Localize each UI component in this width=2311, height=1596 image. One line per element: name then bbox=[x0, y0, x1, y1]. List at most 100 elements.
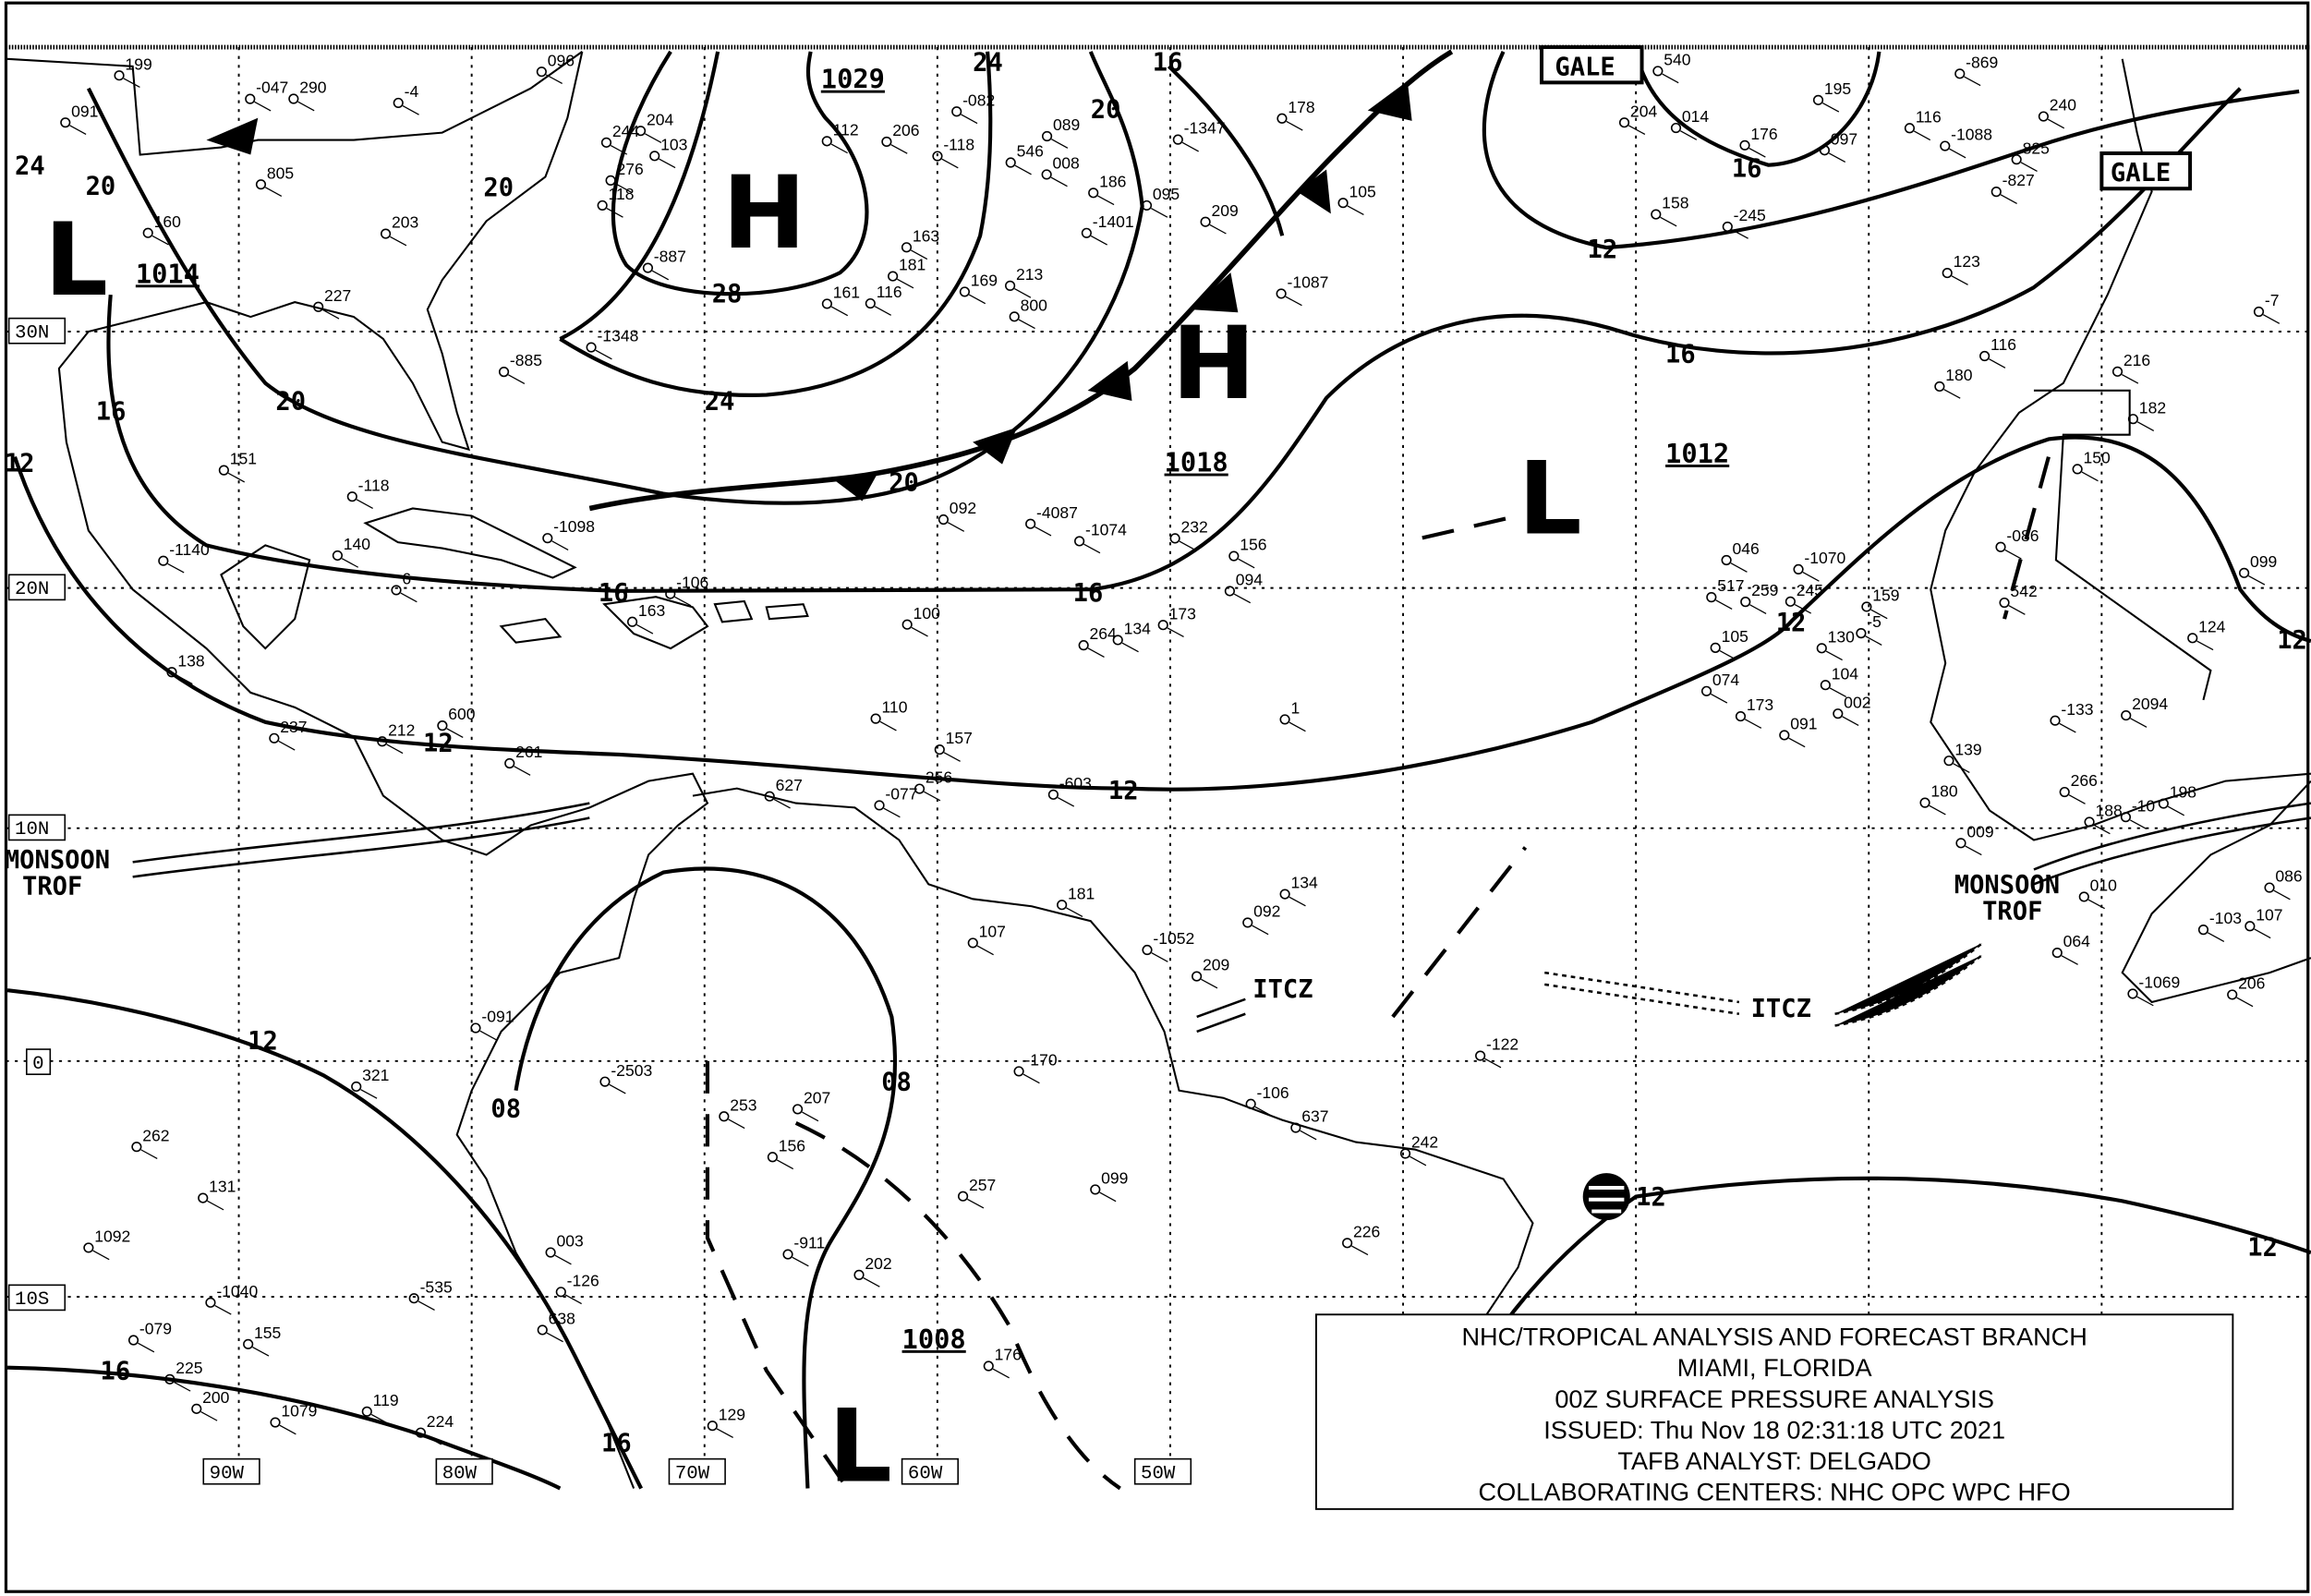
station-circle bbox=[1399, 1148, 1411, 1159]
wind-barb bbox=[551, 540, 569, 550]
wind-barb bbox=[264, 187, 283, 198]
station-pressure: 140 bbox=[344, 535, 371, 553]
station-pressure: 213 bbox=[1016, 265, 1043, 284]
station-pressure: 1 bbox=[1290, 699, 1300, 718]
wind-barb bbox=[1347, 205, 1364, 216]
itcz-label: ITCZ bbox=[1751, 995, 1811, 1023]
title-box: NHC/TROPICAL ANALYSIS AND FORECAST BRANC… bbox=[1314, 1313, 2234, 1510]
monsoon-label: MONSOON bbox=[5, 846, 110, 875]
station-pressure: 110 bbox=[881, 698, 907, 717]
wind-barb bbox=[424, 1434, 442, 1445]
wind-barb bbox=[2081, 471, 2099, 482]
station-circle bbox=[437, 720, 448, 732]
station-pressure: 2094 bbox=[2132, 695, 2168, 713]
station-circle bbox=[1245, 1098, 1256, 1109]
station-pressure: 116 bbox=[1916, 107, 1942, 126]
station-pressure: 099 bbox=[2250, 552, 2277, 571]
lat-label: 0 bbox=[32, 1054, 43, 1075]
title-line: 00Z SURFACE PRESSURE ANALYSIS bbox=[1555, 1384, 1994, 1413]
wind-barb bbox=[2061, 955, 2078, 965]
station-circle bbox=[351, 1081, 362, 1093]
station-pressure: 104 bbox=[1832, 664, 1859, 683]
station-circle bbox=[2059, 786, 2070, 798]
wind-barb bbox=[1731, 229, 1748, 239]
wind-barb bbox=[1099, 1191, 1117, 1203]
lat-label: 10N bbox=[15, 819, 49, 840]
wind-barb bbox=[400, 592, 417, 603]
station-pressure: 163 bbox=[638, 601, 665, 620]
wind-barb bbox=[1252, 925, 1269, 936]
station-pressure: -1040 bbox=[216, 1282, 258, 1300]
station-circle bbox=[599, 1076, 611, 1087]
station-circle bbox=[1141, 200, 1153, 212]
station-circle bbox=[1904, 123, 1916, 134]
wind-barb bbox=[402, 105, 419, 115]
station-circle bbox=[1919, 797, 1930, 808]
isobar-label: 24 bbox=[15, 151, 45, 180]
low-pressure-symbol: L bbox=[1518, 441, 1582, 558]
isobar-label: 16 bbox=[1153, 49, 1183, 78]
isobar-label: 16 bbox=[101, 1357, 131, 1385]
wind-barb bbox=[1943, 389, 1961, 399]
station-pressure: 600 bbox=[448, 705, 476, 723]
station-pressure: 227 bbox=[324, 286, 351, 305]
station-pressure: 1092 bbox=[94, 1227, 130, 1246]
gale-warnings: GALE GALE bbox=[1540, 45, 2193, 191]
station-pressure: 134 bbox=[1124, 620, 1152, 638]
station-pressure: 207 bbox=[804, 1089, 830, 1107]
station-circle bbox=[1078, 640, 1089, 651]
station-circle bbox=[957, 1191, 969, 1202]
station-circle bbox=[2121, 709, 2132, 721]
pressure-value: 1018 bbox=[1165, 447, 1228, 478]
station-pressure: 638 bbox=[549, 1310, 575, 1328]
station-pressure: 105 bbox=[1722, 627, 1749, 646]
wind-barb bbox=[943, 752, 961, 762]
wind-barb bbox=[1238, 558, 1255, 569]
noaa-logo bbox=[1582, 1173, 1630, 1221]
station-circle bbox=[1785, 596, 1796, 607]
station-pressure: 150 bbox=[2084, 449, 2111, 467]
station-pressure: 138 bbox=[177, 651, 204, 670]
wind-barb bbox=[2093, 824, 2111, 835]
isobar-label: 12 bbox=[1776, 609, 1807, 637]
wind-barb bbox=[1289, 896, 1306, 907]
station-pressure: 092 bbox=[950, 499, 976, 517]
wind-barb bbox=[207, 1200, 224, 1211]
wind-barb bbox=[1802, 572, 1820, 582]
wind-barb bbox=[645, 133, 662, 144]
station-circle bbox=[1706, 592, 1717, 603]
station-circle bbox=[938, 514, 950, 526]
station-pressure: 204 bbox=[647, 110, 674, 128]
wind-barb bbox=[967, 1198, 985, 1209]
station-pressure: -118 bbox=[358, 476, 390, 494]
isobar-label: 16 bbox=[601, 1430, 632, 1458]
wind-barb bbox=[2122, 373, 2139, 384]
isobar-label: 16 bbox=[1073, 579, 1104, 608]
station-pressure: 517 bbox=[1717, 576, 1744, 595]
station-circle bbox=[642, 262, 654, 273]
station-circle bbox=[1200, 216, 1211, 227]
station-circle bbox=[2264, 882, 2275, 893]
station-circle bbox=[218, 465, 229, 476]
station-circle bbox=[1041, 169, 1052, 180]
station-circle bbox=[782, 1249, 793, 1260]
wind-barb bbox=[390, 236, 407, 247]
station-circle bbox=[967, 937, 978, 949]
station-circle bbox=[83, 1242, 94, 1253]
station-circle bbox=[158, 555, 169, 566]
station-circle bbox=[635, 126, 647, 137]
isobar-label: 16 bbox=[1665, 341, 1696, 369]
wind-barb bbox=[356, 499, 373, 510]
station-circle bbox=[767, 1152, 778, 1163]
station-pressure: 086 bbox=[2275, 867, 2302, 886]
station-pressure: 107 bbox=[979, 923, 1006, 941]
station-pressure: 116 bbox=[1990, 335, 2016, 354]
wind-barb bbox=[138, 1342, 155, 1353]
station-circle bbox=[1276, 113, 1288, 124]
wind-barb bbox=[1035, 526, 1052, 537]
station-pressure: -1069 bbox=[2138, 973, 2180, 992]
wind-barb bbox=[1949, 148, 1966, 159]
wind-barb bbox=[1300, 1130, 1317, 1141]
wind-barb bbox=[890, 144, 908, 154]
station-pressure: -1347 bbox=[1184, 119, 1226, 138]
